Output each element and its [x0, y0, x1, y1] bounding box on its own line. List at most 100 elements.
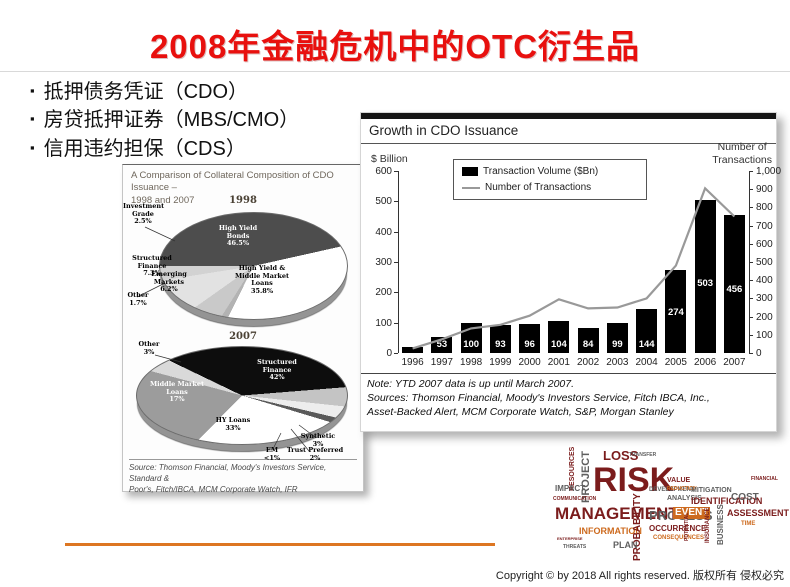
- x-tick-label: 1996: [401, 357, 424, 368]
- cdo-collateral-figure: A Comparison of Collateral Composition o…: [122, 164, 364, 495]
- cloud-word: TRANSFER: [629, 452, 657, 458]
- cloud-word: REDUCTION: [667, 486, 697, 492]
- bar: 20: [402, 339, 424, 353]
- pie-chart-2007: [136, 346, 348, 445]
- bar-value-label: 274: [667, 307, 684, 319]
- bullet-text: 抵押债务凭证（CDO）: [43, 81, 249, 103]
- cloud-word: TIME: [741, 521, 756, 527]
- cloud-word: LOSS: [603, 448, 639, 463]
- legend-item-volume: Transaction Volume ($Bn): [462, 166, 638, 177]
- x-tick-label: 2001: [547, 357, 570, 368]
- x-tick-label: 1998: [460, 357, 483, 368]
- cloud-word: INSURANCE: [705, 507, 711, 543]
- bullet-list: 抵押债务凭证（CDO） 房贷抵押证券（MBS/CMO） 信用违约担保（CDS）: [30, 78, 300, 163]
- pie-slice-label: High Yield Bonds 46.5%: [218, 224, 258, 248]
- bullet-item-mbs-cmo: 房贷抵押证券（MBS/CMO）: [30, 106, 300, 134]
- right-tick: [749, 262, 753, 263]
- left-axis-line: [398, 171, 399, 353]
- bar-value-label: 84: [582, 339, 594, 350]
- x-tick-label: 2002: [577, 357, 600, 368]
- cloud-word: ANALYSIS: [667, 495, 702, 502]
- right-tick-label: 1,000: [756, 166, 782, 177]
- cloud-word: PROBABILITY: [632, 493, 643, 561]
- cloud-word: FINANCIAL: [751, 476, 778, 482]
- left-tick: [394, 322, 398, 324]
- left-tick-label: 400: [375, 226, 392, 238]
- right-tick: [749, 298, 753, 300]
- pie-slice-label: Middle Market Loans 17%: [149, 380, 205, 404]
- cloud-word: IDENTIFICATION: [691, 496, 763, 506]
- bar: 456: [723, 214, 745, 353]
- pie-slice-label: Emerging Markets 6.2%: [151, 270, 187, 294]
- pie-slice-label: Other 3%: [138, 340, 160, 356]
- cloud-word: OCCURRENCE: [649, 524, 707, 533]
- pie-slice-label: EM <1%: [263, 446, 281, 462]
- left-tick: [394, 201, 398, 203]
- bar: 93: [489, 324, 511, 353]
- right-tick-label: 100: [756, 329, 773, 341]
- cloud-word: MANAGEMENT: [555, 504, 679, 523]
- bar-value-label: 503: [697, 277, 714, 289]
- bar-value-label: 99: [612, 339, 623, 350]
- chart-legend: Transaction Volume ($Bn) Number of Trans…: [453, 159, 647, 200]
- right-tick-label: 900: [756, 184, 773, 196]
- cdo-issuance-figure: Growth in CDO Issuance $ Billion Number …: [360, 112, 781, 432]
- right-tick: [749, 189, 753, 191]
- line-swatch-icon: [462, 186, 480, 189]
- x-tick-label: 2006: [694, 357, 717, 368]
- right-tick: [749, 280, 753, 282]
- bar-value-label: 20: [407, 339, 418, 350]
- x-tick-label: 2004: [635, 357, 658, 368]
- title-divider: [0, 71, 790, 72]
- cloud-word: BUSINESS: [716, 504, 725, 545]
- cloud-word: INFORMATION: [579, 526, 642, 536]
- bar-swatch-icon: [462, 167, 478, 176]
- bullet-text: 信用违约担保（CDS）: [43, 137, 246, 160]
- right-tick-label: 400: [756, 275, 773, 287]
- risk-word-cloud: RISKMANAGEMENTPROCESSLOSSPROJECTRESOURCE…: [553, 447, 790, 567]
- page-title: 2008年金融危机中的OTC衍生品: [149, 28, 641, 65]
- legend-label: Transaction Volume ($Bn): [483, 166, 599, 177]
- pie-2007-title: 2007: [229, 331, 257, 342]
- cloud-word: DEVELOPMENT: [649, 487, 695, 493]
- pie-slice-label: Synthetic 3%: [300, 432, 336, 448]
- bar-value-label: 144: [638, 339, 655, 350]
- cloud-word: VALUE: [667, 477, 691, 484]
- bar-value-label: 456: [726, 283, 743, 295]
- bar-value-label: 93: [495, 339, 506, 350]
- x-tick-label: 1999: [489, 357, 512, 368]
- cloud-word: THREATS: [563, 544, 587, 550]
- left-tick: [394, 353, 398, 354]
- cloud-word: POTENTIAL: [684, 512, 690, 541]
- bar: 96: [519, 323, 541, 353]
- left-tick-label: 600: [375, 166, 392, 177]
- cloud-word: EVENT: [673, 507, 711, 519]
- x-tick-label: 1997: [430, 357, 453, 368]
- bullet-item-cds: 信用违约担保（CDS）: [30, 135, 299, 163]
- right-tick: [749, 171, 753, 172]
- left-tick: [394, 171, 398, 172]
- right-tick: [749, 334, 753, 336]
- cloud-word: ASSESSMENT: [727, 508, 790, 518]
- legend-item-transactions: Number of Transactions: [462, 182, 638, 193]
- pie-1998-title: 1998: [229, 195, 257, 206]
- chart-title: Growth in CDO Issuance: [361, 119, 776, 144]
- pie-slice-label: Structured Finance 7.3%: [132, 254, 172, 278]
- cloud-word: COST: [731, 492, 759, 503]
- x-tick-label: 2007: [723, 357, 746, 368]
- figure-source: Source: Thomson Financial, Moody's Inves…: [129, 459, 357, 495]
- left-tick-label: 200: [375, 287, 392, 299]
- figure-heading: A Comparison of Collateral Composition o…: [131, 170, 334, 206]
- bar: 99: [606, 322, 628, 353]
- right-tick-label: 500: [756, 257, 773, 268]
- x-tick-label: 2005: [664, 357, 687, 368]
- pie-chart-1998: [159, 212, 348, 320]
- right-tick: [749, 353, 753, 354]
- x-tick-label: 2003: [606, 357, 629, 368]
- bullet-item-cdo: 抵押债务凭证（CDO）: [30, 78, 299, 106]
- cloud-word: MITIGATION: [691, 487, 732, 494]
- right-tick-label: 600: [756, 238, 773, 250]
- cloud-word: IMPACT: [555, 484, 586, 493]
- bar-plot: 0 100 200 300 400 500 600 0 100 200 300 400 500 600 70…: [375, 166, 781, 368]
